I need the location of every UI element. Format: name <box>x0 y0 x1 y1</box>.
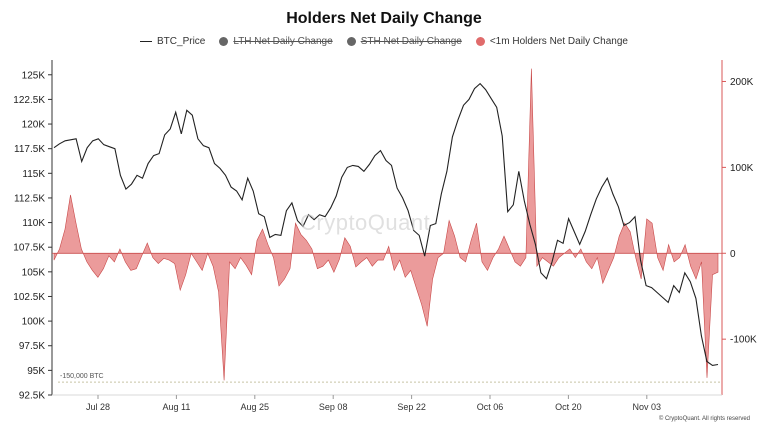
left-tick-label: 95K <box>27 366 45 377</box>
left-tick-label: 105K <box>22 267 46 278</box>
legend-label: STH Net Daily Change <box>360 36 462 47</box>
x-tick-label: Aug 25 <box>241 402 270 412</box>
x-tick-label: Aug 11 <box>162 402 190 412</box>
right-tick-label: 200K <box>730 77 754 88</box>
watermark: CryptoQuant <box>300 210 431 235</box>
chart-legend: BTC_Price LTH Net Daily Change STH Net D… <box>0 36 768 47</box>
dot-swatch-icon <box>346 37 356 46</box>
left-tick-label: 97.5K <box>19 341 45 352</box>
legend-label: LTH Net Daily Change <box>233 36 333 47</box>
left-tick-label: 107.5K <box>13 243 45 254</box>
right-tick-label: -100K <box>730 335 757 346</box>
left-tick-label: 122.5K <box>13 95 45 106</box>
line-swatch-icon <box>140 41 153 42</box>
x-tick-label: Nov 03 <box>633 402 662 412</box>
left-tick-label: 115K <box>22 169 45 180</box>
x-tick-label: Jul 28 <box>86 402 110 412</box>
net-change-area-series <box>53 68 719 381</box>
left-tick-label: 125K <box>22 70 46 81</box>
x-tick-label: Oct 06 <box>477 402 504 412</box>
copyright-footer: © CryptoQuant. All rights reserved <box>658 416 750 422</box>
legend-item-lth[interactable]: LTH Net Daily Change <box>219 36 333 47</box>
left-tick-label: 110K <box>22 218 45 229</box>
legend-item-btc-price[interactable]: BTC_Price <box>140 36 205 47</box>
legend-item-sth[interactable]: STH Net Daily Change <box>346 36 462 47</box>
x-tick-label: Sep 22 <box>397 402 426 412</box>
left-tick-label: 100K <box>22 317 46 328</box>
left-tick-label: 102.5K <box>13 292 45 303</box>
btc-price-line-series <box>53 82 719 366</box>
right-tick-label: 0 <box>730 249 736 260</box>
left-tick-label: 117.5K <box>14 144 45 155</box>
x-tick-label: Sep 08 <box>319 402 348 412</box>
reference-label: -150,000 BTC <box>60 373 104 380</box>
x-tick-label: Oct 20 <box>555 402 582 412</box>
left-tick-label: 120K <box>22 120 46 131</box>
legend-label: <1m Holders Net Daily Change <box>489 36 628 47</box>
left-tick-label: 112.5K <box>14 193 45 204</box>
right-tick-label: 100K <box>730 163 754 174</box>
legend-label: BTC_Price <box>157 36 206 47</box>
legend-item-1m-holders[interactable]: <1m Holders Net Daily Change <box>475 36 628 47</box>
left-tick-label: 92.5K <box>19 391 45 402</box>
dot-swatch-icon <box>475 37 485 46</box>
chart-title: Holders Net Daily Change <box>286 10 482 27</box>
dot-swatch-icon <box>219 37 229 46</box>
